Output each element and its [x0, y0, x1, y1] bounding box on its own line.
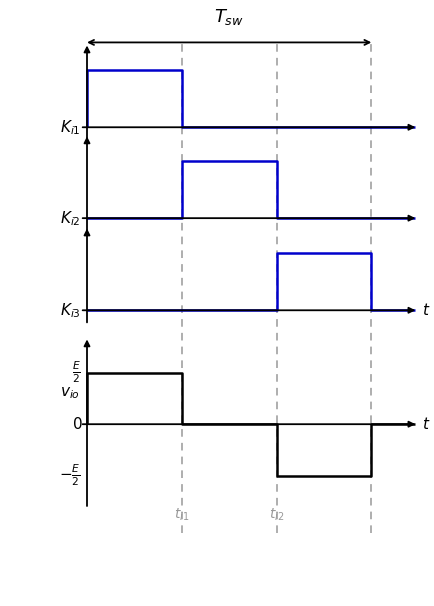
- Text: $\frac{E}{2}$: $\frac{E}{2}$: [72, 360, 80, 385]
- Text: $t$: $t$: [421, 302, 429, 318]
- Text: $K_{i3}$: $K_{i3}$: [59, 301, 80, 319]
- Text: $0$: $0$: [72, 416, 82, 432]
- Text: $t_{i1}$: $t_{i1}$: [174, 507, 189, 524]
- Text: $-\frac{E}{2}$: $-\frac{E}{2}$: [59, 463, 80, 488]
- Text: $t$: $t$: [421, 416, 429, 432]
- Text: $K_{i2}$: $K_{i2}$: [60, 209, 80, 227]
- Text: $t_{i2}$: $t_{i2}$: [268, 507, 284, 524]
- Text: $T_{sw}$: $T_{sw}$: [214, 7, 243, 27]
- Text: $K_{i1}$: $K_{i1}$: [59, 118, 80, 136]
- Text: $v_{io}$: $v_{io}$: [60, 385, 80, 401]
